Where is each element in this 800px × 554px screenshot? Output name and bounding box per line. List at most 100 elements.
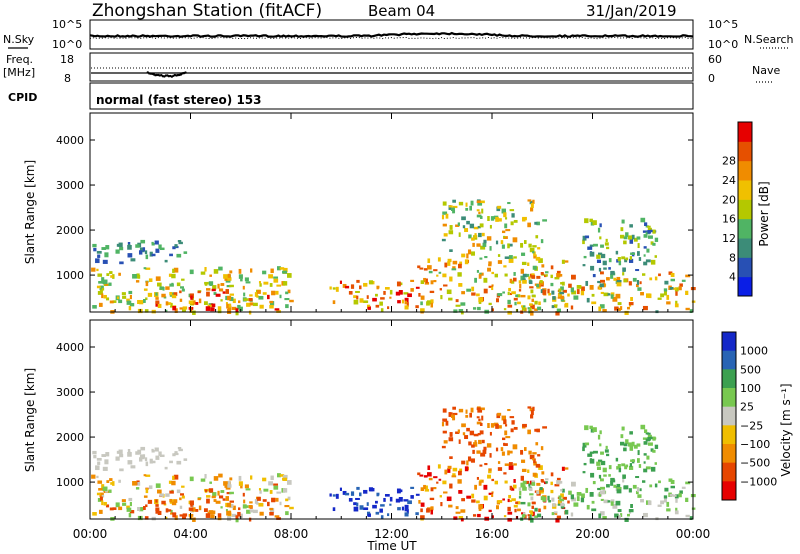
velocity-echo-cell [464,466,469,472]
velocity-echo-cell [455,511,461,514]
power-echo-cell [527,262,530,266]
velocity-echo-cell [583,462,587,466]
power-echo-cell [518,280,522,284]
power-echo-cell [407,293,412,298]
velocity-echo-cell [543,505,547,510]
velocity-echo-cell [118,449,123,454]
power-echo-cell [650,241,654,245]
velocity-echo-cell [518,487,522,491]
velocity-echo-cell [179,497,182,501]
power-echo-cell [586,297,590,303]
velocity-echo-cell [510,487,515,491]
velocity-echo-cell [93,454,97,459]
y-tick-label: 1000 [56,269,84,282]
power-echo-cell [550,265,554,270]
velocity-echo-cell [678,493,682,498]
velocity-echo-cell [415,512,419,516]
velocity-echo-cell [283,474,288,479]
velocity-echo-cell [269,490,273,494]
power-echo-cell [517,301,521,305]
power-echo-cell [222,291,226,294]
power-echo-cell [383,290,386,295]
velocity-echo-cell [204,489,208,492]
power-echo-cell [501,244,505,249]
velocity-colorbar-swatch [722,425,736,445]
power-echo-cell [404,297,409,303]
velocity-colorbar-tick-label: −500 [740,457,770,470]
power-echo-cell [262,292,267,295]
power-echo-cell [332,287,336,290]
velocity-echo-cell [476,476,479,480]
velocity-echo-cell [616,466,619,470]
velocity-echo-cell [642,437,648,440]
power-echo-cell [483,239,487,244]
power-echo-cell [643,234,648,238]
power-echo-cell [481,232,485,237]
power-echo-cell [541,264,545,268]
power-echo-cell [497,218,502,222]
velocity-echo-cell [532,472,537,477]
power-echo-cell [488,261,492,265]
power-echo-cell [689,309,693,313]
power-echo-cell [530,289,534,294]
velocity-echo-cell [507,506,511,512]
power-colorbar-tick-label: 4 [729,271,736,284]
velocity-echo-cell [384,494,390,497]
power-echo-cell [128,290,133,295]
power-echo-cell [522,273,527,278]
power-echo-cell [283,267,288,272]
power-echo-cell [624,258,628,263]
power-echo-cell [285,291,289,295]
velocity-echo-cell [248,505,253,509]
power-echo-cell [235,308,239,313]
power-echo-cell [439,288,442,291]
velocity-echo-cell [638,464,642,468]
velocity-echo-cell [101,500,104,506]
power-echo-cell [240,278,243,282]
power-echo-cell [350,284,355,289]
velocity-echo-cell [608,465,612,470]
power-echo-cell [289,299,294,303]
velocity-echo-cell [430,506,434,511]
time-x-ticks: 00:00 04:00 08:00 12:00 16:00 20:00 00:00 [73,113,710,541]
power-echo-cell [585,280,589,286]
velocity-echo-cell [525,480,530,485]
velocity-echo-cell [404,504,409,510]
power-echo-cell [604,242,609,246]
velocity-echo-cell [542,426,548,429]
velocity-echo-cell [512,484,517,489]
velocity-echo-cell [104,459,109,465]
power-echo-cell [480,245,486,250]
velocity-echo-cell [458,439,461,444]
velocity-echo-cell [404,507,408,512]
velocity-echo-cell [528,516,531,521]
velocity-echo-cell [476,421,482,425]
velocity-echo-cell [596,466,602,470]
power-echo-cell [472,307,477,310]
power-echo-cell [624,310,629,315]
velocity-echo-cell [135,487,140,490]
velocity-echo-cell [262,477,267,482]
velocity-echo-cell [198,505,202,511]
freq-label-line1: Freq. [6,53,33,66]
velocity-echo-cell [372,504,377,509]
power-echo-cell [376,285,380,289]
power-echo-cell [342,283,347,288]
power-echo-cell [174,308,178,313]
power-echo-cell [395,291,401,296]
power-echo-cell [497,205,502,209]
velocity-echo-cell [652,436,656,441]
power-echo-cell [527,199,532,202]
velocity-echo-cell [531,505,535,509]
power-echo-cell [109,271,113,275]
power-echo-cell [105,283,108,286]
velocity-echo-cell [558,480,563,484]
power-echo-cell [105,297,110,301]
power-echo-cell [610,292,615,297]
power-echo-cell [657,297,662,300]
velocity-echo-cell [466,427,470,432]
velocity-echo-cell [250,475,253,480]
velocity-echo-cell [555,512,558,515]
velocity-echo-cell [467,456,472,462]
power-echo-cell [99,285,104,291]
